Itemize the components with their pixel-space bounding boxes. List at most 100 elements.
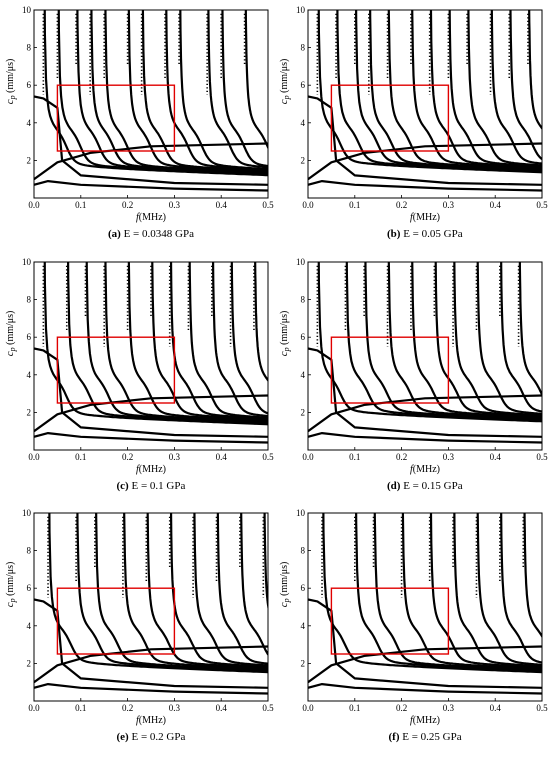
caption-text: E = 0.2 GPa [128,731,186,743]
x-tick-label: 0.3 [169,703,181,713]
y-tick-label: 2 [27,658,32,668]
fundamental-branch-d-1 [308,432,542,444]
mode-curve-c-4 [127,262,268,422]
x-tick-label: 0.4 [216,452,228,462]
plot-frame-f [307,512,543,702]
mode-curve-e-0 [48,513,268,674]
fundamental-branch-b-1 [308,180,542,192]
fundamental-branch-b-2 [308,95,542,186]
fundamental-branch-e-1 [34,683,268,695]
mode-curve-f-6 [476,513,542,666]
fundamental-branch-c-0 [34,394,268,433]
y-tick-label: 6 [301,80,306,90]
y-tick-label: 4 [301,621,306,631]
x-tick-label: 0.5 [262,703,274,713]
x-tick-label: 0.3 [169,200,181,210]
y-tick-label: 10 [296,5,306,15]
highlight-box-d [330,336,450,404]
plot-frame-b [307,9,543,199]
mode-curve-b-7 [448,10,542,168]
fundamental-branch-d-2 [308,347,542,438]
y-tick-label: 2 [27,155,32,165]
mode-curve-f-8 [523,513,542,639]
mode-curve-a-6 [141,10,268,173]
chart-panel-c: 0.0 0.1 0.2 0.3 0.4 0.5 2 4 6 8 10 f(MHz) cp (mm/μs) [4,257,274,475]
x-tick-label: 0.3 [443,452,455,462]
x-tick-label: 0.1 [75,703,86,713]
x-tick-label: 0.3 [443,200,455,210]
panel-caption-c: (c) E = 0.1 GPa [117,480,186,492]
mode-curve-f-4 [429,513,542,669]
mode-curve-d-6 [453,262,542,417]
x-tick-label: 0.4 [216,703,228,713]
mode-curve-b-8 [467,10,542,167]
y-tick-label: 10 [22,5,32,15]
panel-caption-a: (a) E = 0.0348 GPa [108,228,194,240]
fundamental-branch-b-0 [308,142,542,181]
x-tick-label: 0.2 [396,452,407,462]
x-tick-label: 0.0 [28,452,40,462]
fundamental-branch-e-0 [34,645,268,684]
y-tick-label: 4 [27,118,32,128]
fundamental-branch-c-1 [34,432,268,444]
x-tick-label: 0.3 [443,703,455,713]
x-axis-label: f(MHz) [136,464,166,475]
mode-curve-d-7 [476,262,542,415]
x-tick-label: 0.0 [28,703,40,713]
mode-curve-e-6 [193,513,268,667]
mode-curve-f-7 [500,513,542,664]
y-tick-label: 2 [27,407,32,417]
x-tick-label: 0.1 [75,452,86,462]
x-tick-label: 0.1 [75,200,86,210]
mode-curve-a-4 [104,10,268,174]
x-tick-label: 0.5 [262,452,274,462]
y-tick-label: 8 [301,295,306,305]
x-tick-label: 0.2 [122,200,133,210]
x-tick-label: 0.5 [536,200,548,210]
x-tick-label: 0.2 [122,703,133,713]
y-tick-label: 4 [27,370,32,380]
x-tick-label: 0.5 [536,703,548,713]
panel-caption-f: (f) E = 0.25 GPa [389,731,462,743]
y-axis-label: cp (mm/μs) [4,562,17,608]
y-tick-label: 4 [301,370,306,380]
y-tick-label: 10 [22,508,32,518]
fundamental-branch-c-2 [34,347,268,438]
mode-curve-f-0 [322,513,542,674]
mode-curve-f-3 [401,513,542,670]
fundamental-branch-d-0 [308,394,542,433]
plot-frame-e [33,512,269,702]
caption-text: E = 0.05 GPa [400,228,463,240]
x-tick-label: 0.4 [216,200,228,210]
mode-curve-a-9 [207,10,268,169]
mode-curve-d-9 [518,262,542,397]
mode-curve-f-2 [373,513,542,672]
x-axis-label: f(MHz) [410,715,440,726]
y-tick-label: 2 [301,155,306,165]
x-tick-label: 0.3 [169,452,181,462]
plot-frame-a [33,9,269,199]
x-axis-label: f(MHz) [136,212,166,223]
x-tick-label: 0.1 [349,703,360,713]
fundamental-branch-f-1 [308,683,542,695]
highlight-box-f [330,587,450,655]
mode-curve-a-8 [179,10,268,171]
highlight-box-a [56,84,176,152]
caption-text: E = 0.25 GPa [399,731,462,743]
y-tick-label: 8 [27,546,32,556]
caption-tag: (f) [388,731,400,743]
caption-tag: (d) [387,480,401,492]
caption-tag: (a) [108,228,121,240]
chart-panel-f: 0.0 0.1 0.2 0.3 0.4 0.5 2 4 6 8 10 f(MHz) cp (mm/μs) [278,508,548,726]
fundamental-branch-e-2 [34,598,268,689]
y-axis-label: cp (mm/μs) [278,59,291,105]
y-axis-label: cp (mm/μs) [278,311,291,357]
caption-tag: (e) [116,731,129,743]
x-tick-label: 0.2 [396,703,407,713]
y-tick-label: 10 [296,508,306,518]
y-tick-label: 8 [301,546,306,556]
y-tick-label: 6 [27,332,32,342]
y-tick-label: 6 [27,583,32,593]
mode-curve-e-5 [169,513,268,668]
